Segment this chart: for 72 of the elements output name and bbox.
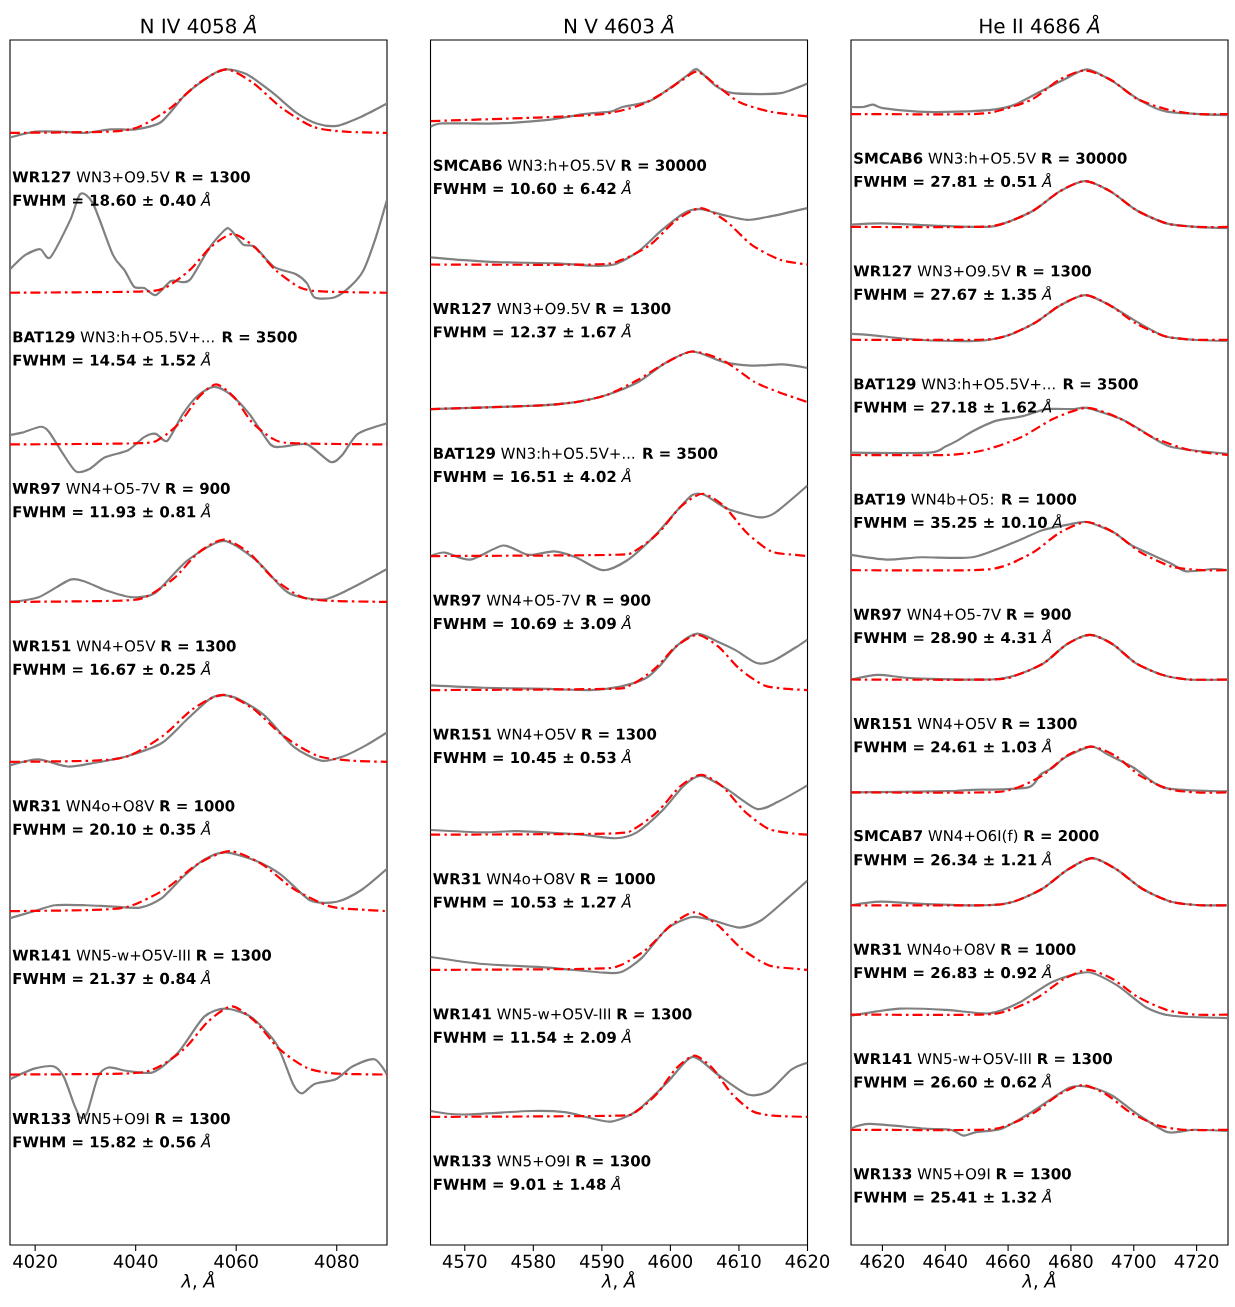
chart-title: He II 4686 Å	[980, 14, 1100, 34]
x-tick-label: 4680	[1048, 1254, 1093, 1269]
annotation: WR141 WN5-w+O5V-III R = 1300	[433, 1008, 692, 1020]
annotation: FWHM = 9.01 ± 1.48 Å	[434, 1175, 621, 1190]
annotation: FWHM = 15.82 ± 0.56 Å	[13, 1133, 211, 1148]
annotation: FWHM = 16.51 ± 4.02 Å	[434, 468, 631, 483]
annotation: FWHM = 25.41 ± 1.32 Å	[854, 1188, 1052, 1203]
chart-title: N IV 4058 Å	[141, 14, 256, 34]
annotation: FWHM = 11.54 ± 2.09 Å	[434, 1028, 631, 1043]
annotation: WR127 WN3+O9.5V R = 1300	[853, 265, 1091, 277]
annotation: FWHM = 14.54 ± 1.52 Å	[13, 351, 211, 366]
annotation: FWHM = 18.60 ± 0.40 Å	[13, 191, 211, 206]
annotation: FWHM = 10.69 ± 3.09 Å	[434, 615, 631, 630]
annotation: FWHM = 10.53 ± 1.27 Å	[434, 893, 631, 908]
annotation: FWHM = 28.90 ± 4.31 Å	[854, 629, 1052, 644]
x-tick-label: 4620	[785, 1254, 830, 1269]
annotation: FWHM = 27.81 ± 0.51 Å	[854, 173, 1052, 188]
x-axis-title: λ, Å	[180, 1270, 215, 1290]
annotation: WR141 WN5-w+O5V-III R = 1300	[12, 949, 272, 961]
annotation: WR127 WN3+O9.5V R = 1300	[12, 171, 250, 183]
annotation: WR31 WN4o+O8V R = 1000	[433, 873, 655, 885]
annotation: SMCAB6 WN3:h+O5.5V R = 30000	[433, 159, 707, 171]
annotation: WR97 WN4+O5-7V R = 900	[853, 608, 1071, 620]
x-tick-label: 4640	[923, 1254, 967, 1269]
annotation: FWHM = 20.10 ± 0.35 Å	[13, 820, 211, 835]
annotation: WR31 WN4o+O8V R = 1000	[853, 943, 1076, 955]
annotation: WR151 WN4+O5V R = 1300	[433, 728, 657, 740]
annotation: FWHM = 12.37 ± 1.67 Å	[434, 323, 631, 338]
annotation: WR133 WN5+O9I R = 1300	[433, 1155, 651, 1167]
x-tick-label: 4660	[986, 1254, 1030, 1269]
x-tick-label: 4580	[511, 1254, 555, 1269]
x-tick-label: 4570	[442, 1254, 487, 1269]
annotation: WR127 WN3+O9.5V R = 1300	[433, 302, 671, 315]
annotation: WR141 WN5-w+O5V-III R = 1300	[853, 1052, 1113, 1065]
annotation: FWHM = 10.60 ± 6.42 Å	[434, 180, 631, 195]
annotation: FWHM = 27.67 ± 1.35 Å	[854, 285, 1052, 300]
annotation: BAT129 WN3:h+O5.5V+... R = 3500	[13, 330, 297, 343]
annotation: SMCAB7 WN4+O6I(f) R = 2000	[854, 829, 1099, 844]
annotation: FWHM = 16.67 ± 0.25 Å	[13, 660, 211, 675]
x-axis-title: λ, Å	[601, 1270, 635, 1290]
x-axis-title: λ, Å	[1021, 1270, 1056, 1290]
annotation: FWHM = 27.18 ± 1.62 Å	[854, 398, 1052, 413]
x-tick-label: 4060	[214, 1254, 258, 1269]
x-tick-label: 4080	[314, 1254, 359, 1269]
x-tick-label: 4610	[717, 1254, 761, 1269]
annotation: FWHM = 26.60 ± 0.62 Å	[854, 1073, 1052, 1088]
x-tick-label: 4590	[579, 1254, 624, 1269]
annotation: BAT19 WN4b+O5: R = 1000	[854, 493, 1077, 505]
x-tick-label: 4620	[860, 1254, 905, 1269]
annotation: FWHM = 26.83 ± 0.92 Å	[854, 964, 1052, 979]
annotation: WR151 WN4+O5V R = 1300	[853, 717, 1077, 730]
annotation: WR97 WN4+O5-7V R = 900	[12, 482, 230, 495]
annotation: WR151 WN4+O5V R = 1300	[12, 640, 236, 652]
annotation: FWHM = 11.93 ± 0.81 Å	[13, 503, 211, 518]
chart-title: N V 4603 Å	[565, 14, 674, 34]
annotation: BAT129 WN3:h+O5.5V+... R = 3500	[854, 377, 1138, 390]
annotation: FWHM = 21.37 ± 0.84 Å	[13, 970, 211, 985]
annotation: WR31 WN4o+O8V R = 1000	[12, 800, 235, 812]
x-tick-label: 4700	[1111, 1254, 1156, 1269]
annotation: WR133 WN5+O9I R = 1300	[12, 1112, 230, 1125]
x-tick-label: 4040	[113, 1254, 158, 1269]
annotation: FWHM = 10.45 ± 0.53 Å	[434, 749, 631, 764]
x-tick-label: 4020	[13, 1254, 57, 1269]
x-tick-label: 4600	[648, 1254, 693, 1269]
annotation: FWHM = 35.25 ± 10.10 Å	[854, 513, 1062, 529]
annotation: BAT129 WN3:h+O5.5V+... R = 3500	[434, 447, 718, 459]
annotation: FWHM = 24.61 ± 1.03 Å	[854, 738, 1052, 753]
annotation: SMCAB6 WN3:h+O5.5V R = 30000	[854, 152, 1127, 164]
annotation: WR97 WN4+O5-7V R = 900	[433, 594, 651, 606]
x-tick-label: 4720	[1174, 1254, 1219, 1269]
annotation: FWHM = 26.34 ± 1.21 Å	[854, 851, 1052, 866]
annotation: WR133 WN5+O9I R = 1300	[853, 1168, 1071, 1180]
